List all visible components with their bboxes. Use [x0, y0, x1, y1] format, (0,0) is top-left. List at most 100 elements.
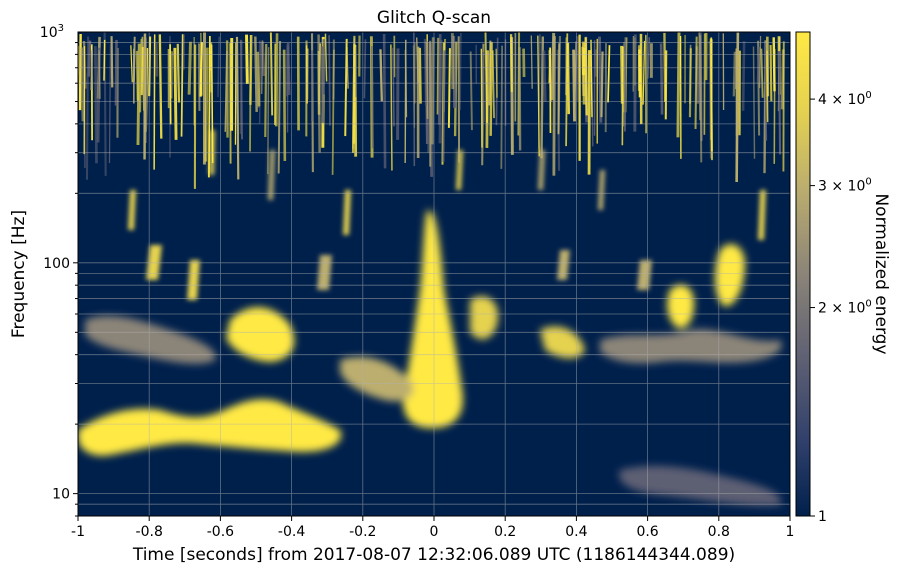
- noise-streak: [732, 51, 736, 97]
- noise-streak: [698, 32, 701, 121]
- noise-streak: [282, 49, 287, 162]
- noise-streak: [235, 36, 240, 180]
- colorbar-label: Normalized energy: [871, 193, 891, 354]
- noise-streak: [688, 48, 692, 118]
- noise-streak: [572, 49, 576, 122]
- low-band-right: [619, 465, 781, 506]
- noise-streak: [659, 43, 664, 115]
- right-blob-a: [667, 284, 695, 329]
- noise-streak: [447, 48, 451, 128]
- noise-streak: [103, 39, 106, 81]
- noise-streak: [176, 43, 181, 103]
- noise-streak: [480, 48, 483, 148]
- noise-streak: [709, 38, 714, 161]
- noise-streak: [98, 50, 101, 99]
- colorbar-tick-label: 1: [818, 509, 827, 525]
- noise-streak: [392, 47, 395, 127]
- noise-streak: [741, 41, 746, 111]
- noise-streak: [438, 39, 443, 144]
- noise-streak: [85, 36, 90, 180]
- noise-streak: [735, 32, 740, 182]
- noise-streak: [90, 50, 93, 91]
- noise-streak: [249, 35, 253, 105]
- noise-streak: [469, 51, 473, 131]
- x-tick-label: 0.4: [565, 524, 587, 540]
- colorbar-tick-label: 2 × 100: [818, 299, 872, 317]
- x-axis: -1 -0.8 -0.6 -0.4 -0.2 0 0.2 0.4 0.6 0.8 1: [71, 516, 794, 540]
- noise-streak: [130, 45, 133, 83]
- noise-streak: [759, 35, 762, 89]
- noise-streak: [379, 49, 383, 102]
- noise-streak: [199, 42, 203, 97]
- noise-streak: [173, 47, 178, 140]
- noise-streak: [169, 44, 172, 125]
- noise-streak: [530, 35, 533, 89]
- energy-blobs: [78, 210, 782, 506]
- noise-streak: [264, 43, 268, 137]
- y-tick-label: 10: [52, 487, 70, 503]
- noise-streak: [621, 46, 624, 146]
- noise-streak: [80, 47, 85, 122]
- noise-streak: [286, 42, 291, 96]
- grid: [78, 32, 790, 516]
- left-wisps: [85, 315, 216, 364]
- noise-streak: [642, 41, 646, 105]
- colorbar-gradient: [796, 32, 810, 516]
- noise-streak: [344, 38, 348, 137]
- x-tick-label: 0.2: [494, 524, 516, 540]
- noise-streak: [769, 45, 773, 102]
- colorbar: 1 2 × 100 3 × 100 4 × 100 Normalized energy: [795, 31, 891, 525]
- noise-streak: [328, 35, 331, 126]
- noise-streak: [600, 51, 604, 118]
- colorbar-tick-label: 3 × 100: [818, 177, 872, 195]
- noise-streak: [155, 42, 159, 77]
- noise-streak: [139, 38, 143, 113]
- noise-streak: [574, 41, 577, 110]
- noise-streak: [158, 34, 163, 139]
- noise-streak: [108, 44, 112, 164]
- colorbar-tick-label: 4 × 100: [818, 90, 872, 108]
- noise-streak: [430, 37, 435, 145]
- noise-streak: [94, 46, 98, 164]
- low-band-left: [78, 399, 342, 456]
- noise-streak: [495, 48, 498, 98]
- noise-streak: [274, 33, 279, 127]
- noise-streak: [484, 32, 488, 123]
- noise-streak: [752, 46, 756, 159]
- noise-streak: [140, 46, 144, 96]
- noise-streak: [254, 36, 258, 112]
- noise-streak: [110, 36, 114, 88]
- noise-streak: [418, 47, 422, 104]
- center-wisps: [340, 356, 414, 402]
- glitch-column: [403, 210, 463, 428]
- noise-streak: [566, 42, 571, 115]
- x-tick-label: 0.6: [636, 524, 658, 540]
- noise-streak: [537, 35, 540, 157]
- noise-streak: [453, 41, 458, 137]
- noise-streak: [756, 46, 761, 84]
- noise-streak: [488, 40, 492, 106]
- energy-streaks: [128, 130, 766, 300]
- noise-streak: [267, 47, 270, 175]
- y-tick-label: 103: [40, 23, 64, 41]
- noise-streak: [676, 32, 681, 138]
- noise-streak: [217, 36, 220, 98]
- noise-streak: [256, 51, 261, 107]
- colorbar-frame: [795, 31, 811, 517]
- mid-blob-left: [226, 307, 295, 362]
- noise-streak: [557, 43, 561, 135]
- noise-streak: [777, 51, 782, 155]
- x-tick-label: 0.8: [708, 524, 730, 540]
- noise-streak: [442, 50, 446, 163]
- noise-streak: [647, 37, 651, 79]
- noise-streak: [269, 32, 274, 116]
- noise-streak: [224, 50, 228, 132]
- right-center-blob: [470, 296, 499, 340]
- right-blob-b: [715, 244, 745, 307]
- noise-streak: [584, 37, 588, 116]
- noise-streak: [324, 33, 328, 82]
- noise-streak: [245, 34, 249, 84]
- noise-streak: [78, 33, 82, 111]
- noise-streak: [87, 40, 92, 77]
- noise-streak: [423, 38, 428, 106]
